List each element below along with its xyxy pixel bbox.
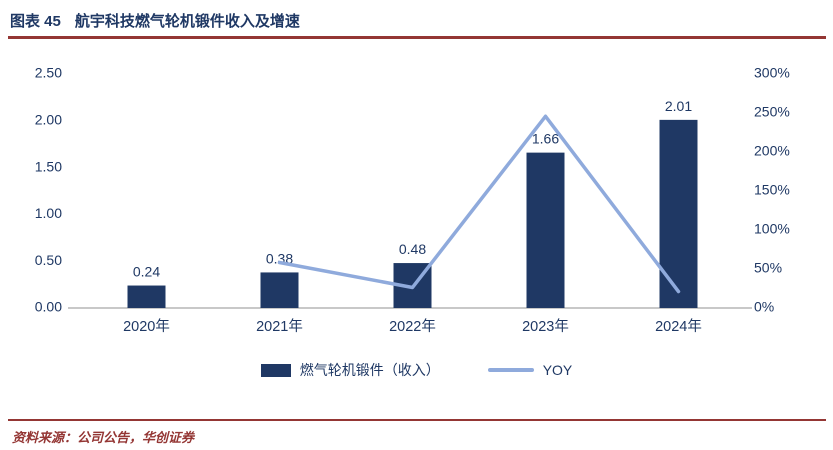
x-axis-label: 2021年	[256, 318, 303, 335]
x-axis-label: 2024年	[655, 318, 702, 335]
left-axis-tick: 2.50	[35, 65, 62, 81]
right-axis-tick: 0%	[754, 299, 774, 315]
chart-legend: 燃气轮机锻件（收入） YOY	[0, 360, 833, 380]
bar-value-label: 0.24	[133, 264, 160, 280]
bar-value-label: 0.48	[399, 241, 426, 257]
figure-title: 航宇科技燃气轮机锻件收入及增速	[74, 13, 300, 30]
bar-revenue	[526, 152, 565, 308]
right-axis-tick: 300%	[754, 65, 790, 81]
bar-swatch-icon	[260, 363, 291, 377]
left-axis-tick: 1.00	[35, 205, 62, 221]
x-axis-label: 2023年	[522, 318, 569, 335]
legend-item-revenue: 燃气轮机锻件（收入）	[260, 360, 440, 380]
left-axis-tick: 0.50	[35, 252, 62, 268]
left-axis-tick: 2.00	[35, 112, 62, 128]
legend-item-yoy: YOY	[487, 362, 573, 378]
right-axis-tick: 100%	[754, 221, 790, 237]
bar-revenue	[659, 119, 698, 308]
right-axis-tick: 50%	[754, 260, 782, 276]
bar-revenue	[260, 272, 299, 308]
left-axis-tick: 1.50	[35, 158, 62, 174]
source-note: 资料来源：公司公告，华创证券	[12, 430, 195, 445]
legend-label-revenue: 燃气轮机锻件（收入）	[299, 362, 440, 378]
figure-number: 图表 45	[10, 13, 61, 30]
yoy-line	[277, 114, 681, 294]
bar-value-label: 2.01	[665, 98, 692, 114]
right-axis-tick: 150%	[754, 182, 790, 198]
footer-rule	[8, 419, 826, 421]
x-axis-label: 2020年	[123, 318, 170, 335]
left-axis-tick: 0.00	[35, 299, 62, 315]
line-swatch-icon	[487, 368, 534, 372]
bar-value-label: 1.66	[532, 131, 559, 147]
right-axis-tick: 250%	[754, 104, 790, 120]
x-axis-label: 2022年	[389, 318, 436, 335]
legend-label-yoy: YOY	[542, 362, 573, 378]
bar-revenue	[127, 285, 166, 308]
header-rule	[8, 36, 826, 39]
right-axis-tick: 200%	[754, 143, 790, 159]
figure-header: 图表 45 航宇科技燃气轮机锻件收入及增速	[10, 10, 300, 31]
